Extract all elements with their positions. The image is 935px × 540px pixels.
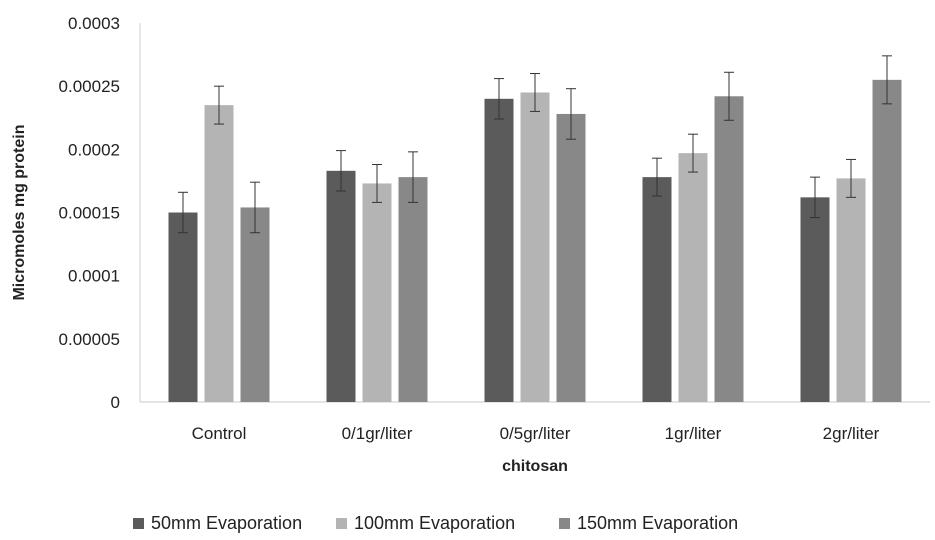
legend-label: 50mm Evaporation bbox=[151, 513, 302, 533]
error-bar bbox=[178, 191, 188, 234]
error-bar bbox=[566, 88, 576, 140]
error-bar bbox=[494, 78, 504, 120]
y-tick-label: 0.0001 bbox=[68, 267, 120, 286]
x-axis-ticks: Control 0/1gr/liter 0/5gr/liter 1gr/liter 2g… bbox=[192, 424, 880, 443]
bar bbox=[800, 197, 830, 402]
legend-item: 50mm Evaporation bbox=[133, 513, 302, 533]
bar bbox=[362, 183, 392, 402]
y-tick-label: 0 bbox=[111, 393, 120, 412]
error-bar bbox=[810, 176, 820, 219]
x-tick-label: 0/5gr/liter bbox=[500, 424, 571, 443]
error-bar bbox=[688, 133, 698, 173]
bar bbox=[714, 96, 744, 403]
bar bbox=[642, 177, 672, 402]
legend: 50mm Evaporation 100mm Evaporation 150mm E… bbox=[133, 513, 738, 533]
bar bbox=[326, 170, 356, 402]
error-bar bbox=[652, 157, 662, 197]
y-tick-label: 0.00025 bbox=[59, 77, 120, 96]
bars bbox=[168, 55, 902, 403]
y-tick-label: 0.00015 bbox=[59, 204, 120, 223]
bar bbox=[240, 207, 270, 402]
y-tick-label: 0.0002 bbox=[68, 140, 120, 159]
error-bar bbox=[408, 151, 418, 203]
x-axis-title: chitosan bbox=[502, 458, 568, 475]
error-bar bbox=[882, 55, 892, 105]
x-tick-label: Control bbox=[192, 424, 247, 443]
error-bar bbox=[372, 163, 382, 203]
error-bar bbox=[214, 85, 224, 125]
legend-label: 150mm Evaporation bbox=[577, 513, 738, 533]
y-axis-ticks: 0 0.00005 0.0001 0.00015 0.0002 0.00025 0.0003 bbox=[59, 14, 120, 412]
error-bar bbox=[336, 150, 346, 192]
legend-item: 100mm Evaporation bbox=[336, 513, 515, 533]
bar bbox=[678, 153, 708, 402]
legend-label: 100mm Evaporation bbox=[354, 513, 515, 533]
bar bbox=[484, 98, 514, 403]
legend-swatch bbox=[336, 518, 347, 529]
bar bbox=[872, 79, 902, 402]
x-tick-label: 2gr/liter bbox=[823, 424, 880, 443]
bar bbox=[556, 113, 586, 403]
error-bar bbox=[846, 158, 856, 198]
bar bbox=[204, 105, 234, 402]
y-axis-title: Micromoles mg protein bbox=[11, 124, 28, 300]
bar bbox=[168, 212, 198, 402]
bar bbox=[836, 178, 866, 402]
error-bar bbox=[530, 73, 540, 112]
error-bar bbox=[250, 181, 260, 234]
x-tick-label: 1gr/liter bbox=[665, 424, 722, 443]
error-bar bbox=[724, 71, 734, 121]
y-tick-label: 0.0003 bbox=[68, 14, 120, 33]
y-tick-label: 0.00005 bbox=[59, 330, 120, 349]
bar bbox=[520, 92, 550, 402]
legend-item: 150mm Evaporation bbox=[559, 513, 738, 533]
x-tick-label: 0/1gr/liter bbox=[342, 424, 413, 443]
legend-swatch bbox=[133, 518, 144, 529]
legend-swatch bbox=[559, 518, 570, 529]
bar bbox=[398, 177, 428, 402]
